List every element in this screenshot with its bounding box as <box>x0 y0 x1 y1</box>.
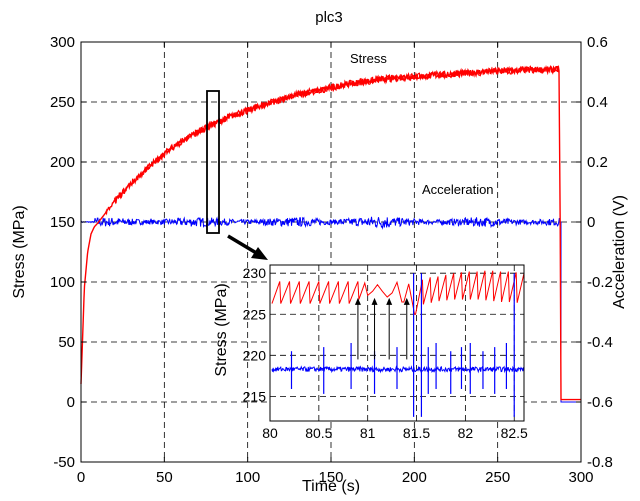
inset-x-tick-label: 80.5 <box>305 425 332 441</box>
y-tick-label: 300 <box>50 34 75 51</box>
inset-x-tick-label: 82 <box>458 425 474 441</box>
x-tick-label: 300 <box>568 469 593 486</box>
chart-title: plc3 <box>315 9 343 26</box>
y-right-tick-label: 0.4 <box>587 94 608 111</box>
inset-series-stress <box>271 270 525 315</box>
series-stress-band <box>113 64 560 204</box>
inset-arrows <box>354 297 410 360</box>
y-tick-label: 200 <box>50 154 75 171</box>
x-tick-label: 50 <box>156 469 173 486</box>
x-tick-label: 150 <box>318 469 343 486</box>
x-tick-label: 200 <box>402 469 427 486</box>
x-tick-label: 0 <box>77 469 85 486</box>
zoom-region-box <box>206 90 220 234</box>
inset-event-arrowhead <box>386 297 393 305</box>
inset-frame <box>269 264 525 422</box>
y-tick-label: 250 <box>50 94 75 111</box>
inset-y-tick-label: 220 <box>243 347 267 363</box>
inset-event-arrowhead <box>403 297 410 305</box>
y-right-tick-label: 0 <box>587 214 595 231</box>
x-tick-label: 100 <box>235 469 260 486</box>
y-axis-label: Stress (MPa) <box>11 205 28 298</box>
y-right-axis-label: Acceleration (V) <box>611 195 628 309</box>
y-right-tick-label: -0.2 <box>587 274 613 291</box>
y-tick-label: 150 <box>50 214 75 231</box>
inset-y-tick-label: 230 <box>243 265 267 281</box>
y-right-tick-label: 0.2 <box>587 154 608 171</box>
y-tick-label: 0 <box>67 394 75 411</box>
stress-annotation: Stress <box>350 51 387 66</box>
inset-event-arrowhead <box>371 297 378 305</box>
acceleration-annotation: Acceleration <box>422 182 494 197</box>
x-axis-label: Time (s) <box>302 478 360 495</box>
y-right-tick-label: 0.6 <box>587 34 608 51</box>
inset-background <box>270 265 524 421</box>
inset-x-tick-label: 80 <box>262 425 278 441</box>
y-tick-label: 100 <box>50 274 75 291</box>
zoom-arrow <box>227 234 259 256</box>
y-right-tick-label: -0.6 <box>587 394 613 411</box>
series-acceleration <box>80 216 581 403</box>
main-series <box>80 64 581 403</box>
inset-x-tick-label: 81 <box>360 425 376 441</box>
y-tick-label: 50 <box>58 334 75 351</box>
inset-axis-ticks: 80 80.5 81 81.5 82 82.5 215 220 225 230 <box>243 265 528 441</box>
inset-y-axis-label: Stress (MPa) <box>213 283 230 376</box>
y-right-tick-label: -0.8 <box>587 454 613 471</box>
inset-x-tick-label: 82.5 <box>501 425 528 441</box>
main-axis-ticks: 0 50 100 150 200 250 300-50050100150200250300-… <box>50 34 613 486</box>
inset-y-tick-label: 215 <box>243 388 267 404</box>
y-tick-label: -50 <box>53 454 75 471</box>
x-tick-label: 250 <box>485 469 510 486</box>
y-right-tick-label: -0.4 <box>587 334 613 351</box>
inset-series-acceleration <box>271 365 524 374</box>
inset-x-tick-label: 81.5 <box>403 425 430 441</box>
inset-y-tick-label: 225 <box>243 306 267 322</box>
zoom-arrow-head <box>251 247 268 260</box>
inset-event-arrowhead <box>354 297 361 305</box>
inset-series <box>271 270 525 417</box>
